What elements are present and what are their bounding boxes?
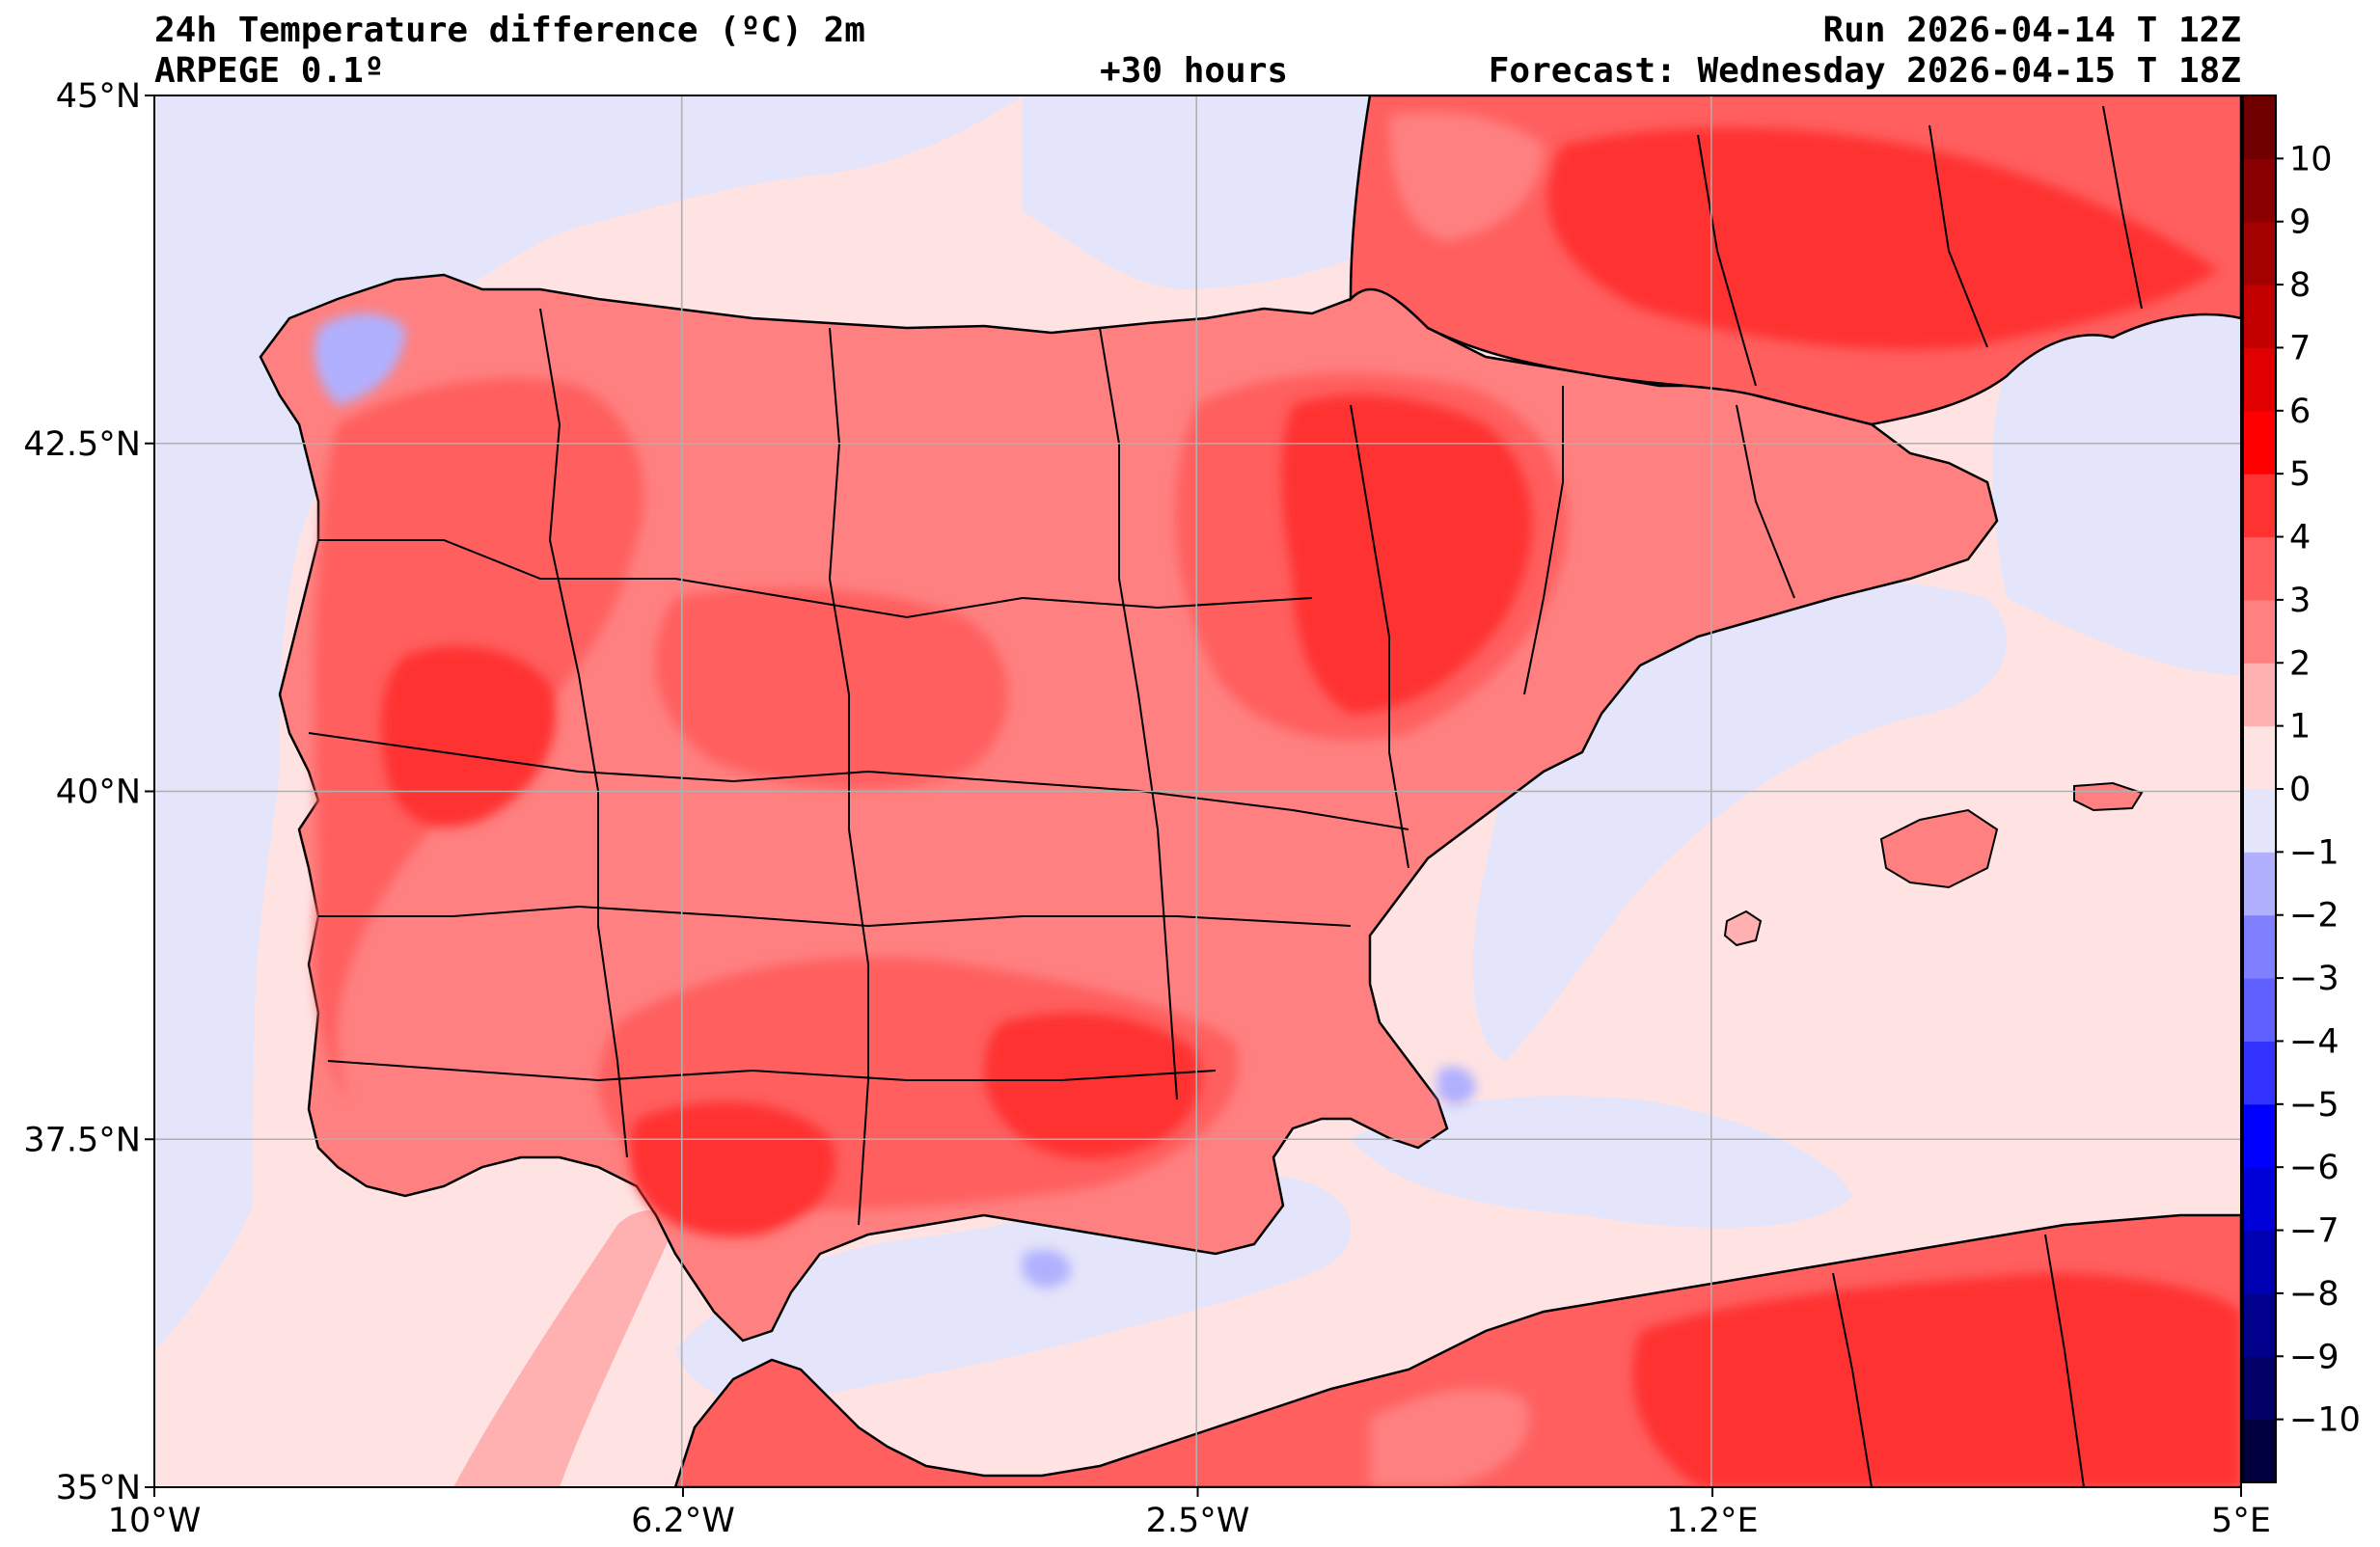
- colorbar-swatch: [2243, 347, 2276, 412]
- colorbar-swatch: [2243, 1167, 2276, 1232]
- menorca-island: [2073, 781, 2144, 812]
- colorbar-tick-label: −9: [2289, 1338, 2339, 1376]
- colorbar-tick-label: 7: [2289, 329, 2311, 367]
- map-plot-area: [154, 95, 2241, 1487]
- france-hot-zone: [1547, 127, 2219, 350]
- mallorca-island: [1879, 808, 1999, 889]
- lon-tick-label: 10°W: [108, 1502, 202, 1540]
- colorbar-swatch: [2243, 158, 2276, 223]
- atlantic-cool-zone: [154, 95, 1023, 1350]
- colorbar-swatch: [2243, 1230, 2276, 1294]
- colorbar-swatch: [2243, 1356, 2276, 1421]
- graticule: [154, 95, 2241, 1487]
- colorbar-swatch: [2243, 663, 2276, 727]
- colorbar-swatch: [2243, 285, 2276, 348]
- chart-title: 24h Temperature difference (ºC) 2m: [154, 11, 865, 50]
- lions-gulf-cool-zone: [1992, 289, 2241, 675]
- model-label: ARPEGE 0.1º: [154, 51, 385, 91]
- ibiza-island: [1723, 909, 1763, 947]
- colorbar-swatch: [2243, 1419, 2276, 1483]
- lon-tick-label: 6.2°W: [631, 1502, 735, 1540]
- lat-tick-label: 35°N: [56, 1469, 141, 1507]
- iberia-hot-ebro: [1281, 394, 1532, 714]
- colorbar-tick-label: −8: [2289, 1275, 2339, 1314]
- latitude-axis: 45°N 42.5°N 40°N 37.5°N 35°N: [23, 77, 154, 1507]
- lat-tick-label: 40°N: [56, 774, 141, 812]
- colorbar-tick-label: −4: [2289, 1022, 2339, 1061]
- colorbar-tick-label: −5: [2289, 1086, 2339, 1125]
- colorbar-tick-label: 4: [2289, 519, 2311, 557]
- colorbar-tick-label: −7: [2289, 1212, 2339, 1251]
- africa-hot-zone: [1632, 1273, 2241, 1487]
- colorbar-tick-label: 8: [2289, 266, 2311, 305]
- colorbar-swatch: [2243, 474, 2276, 538]
- lead-time-label: +30 hours: [1100, 51, 1289, 91]
- lat-tick-label: 37.5°N: [23, 1121, 141, 1159]
- colorbar-tick-label: −3: [2289, 960, 2339, 998]
- lat-tick-label: 42.5°N: [23, 425, 141, 464]
- colorbar-tick-label: −2: [2289, 897, 2339, 936]
- colorbar-swatch: [2243, 599, 2276, 664]
- lon-tick-label: 1.2°E: [1666, 1502, 1758, 1540]
- iberia-warm-center: [655, 587, 1008, 790]
- colorbar-swatch: [2243, 1041, 2276, 1105]
- colorbar-swatch: [2243, 95, 2276, 159]
- colorbar-swatch: [2243, 978, 2276, 1042]
- colorbar-tick-label: 5: [2289, 455, 2311, 494]
- colorbar-swatch: [2243, 914, 2276, 979]
- lat-tick-label: 45°N: [56, 77, 141, 116]
- colorbar-tick-label: 2: [2289, 644, 2311, 683]
- lon-tick-label: 5°E: [2211, 1502, 2271, 1540]
- colorbar-swatch: [2243, 1292, 2276, 1357]
- france-mild-zone: [1389, 112, 1544, 241]
- colorbar-swatch: [2243, 221, 2276, 285]
- lon-tick-label: 2.5°W: [1146, 1502, 1250, 1540]
- murcia-cool-spot: [1437, 1067, 1476, 1105]
- cadiz-warm-plume: [453, 1210, 675, 1487]
- colorbar-swatch: [2243, 410, 2276, 475]
- alboran-cold-spot: [1023, 1250, 1071, 1288]
- africa-mild-zone: [1370, 1388, 1530, 1487]
- colorbar-tick-label: −10: [2289, 1401, 2361, 1440]
- colorbar-swatch: [2243, 536, 2276, 601]
- colorbar-swatch: [2243, 1103, 2276, 1168]
- iberia-hot-granada: [984, 1013, 1202, 1159]
- colorbar-tick-label: 3: [2289, 582, 2311, 620]
- colorbar-swatch: [2243, 725, 2276, 790]
- galicia-cool-spot: [315, 313, 405, 405]
- colorbar-tick-label: 0: [2289, 771, 2311, 809]
- run-label: Run 2026-04-14 T 12Z: [1822, 11, 2241, 50]
- balearic-cool-zone: [1351, 1096, 1852, 1229]
- colorbar-tick-label: 6: [2289, 393, 2311, 431]
- colorbar-swatch: [2243, 852, 2276, 916]
- longitude-axis: 10°W 6.2°W 2.5°W 1.2°E 5°E: [108, 1487, 2271, 1540]
- colorbar-tick-label: −6: [2289, 1149, 2339, 1187]
- colorbar-tick-label: 10: [2289, 140, 2333, 178]
- forecast-label: Forecast: Wednesday 2026-04-15 T 18Z: [1488, 51, 2241, 91]
- colorbar-tick-label: 1: [2289, 708, 2311, 746]
- colorbar-swatch: [2243, 789, 2276, 853]
- colorbar-tick-label: −1: [2289, 833, 2339, 872]
- iberia-hot-portugal: [381, 646, 557, 828]
- colorbar-tick-label: 9: [2289, 204, 2311, 242]
